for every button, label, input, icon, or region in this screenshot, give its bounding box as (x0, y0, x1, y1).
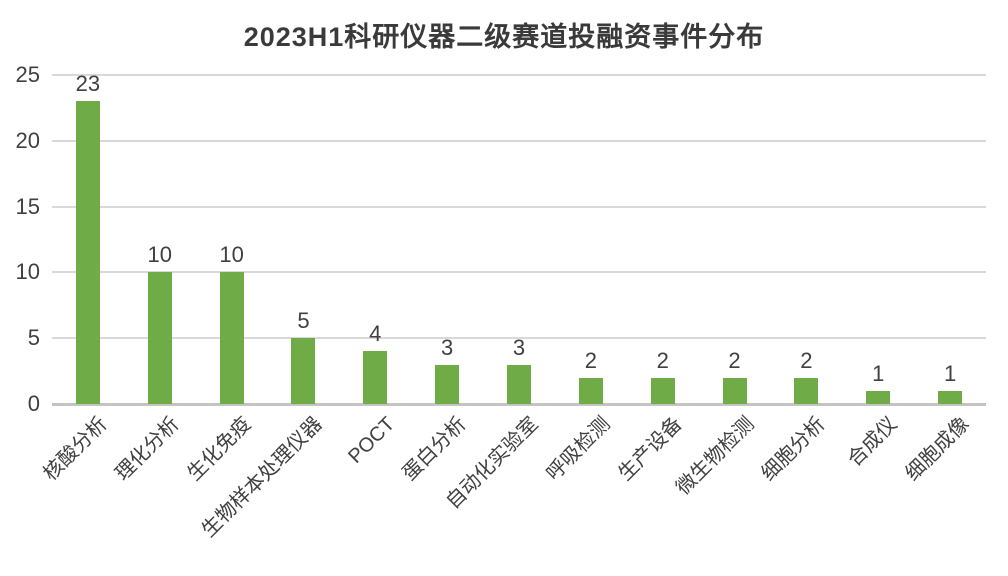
x-category-label: 生产设备 (614, 413, 687, 486)
bar (938, 390, 963, 404)
bar (722, 377, 747, 404)
y-tick-label: 25 (15, 62, 40, 87)
bar-value-label: 4 (369, 321, 382, 347)
x-category-label: 理化分析 (111, 413, 184, 486)
bar (650, 377, 675, 404)
bar-value-label: 2 (584, 347, 597, 373)
bar-value-label: 2 (728, 347, 741, 373)
chart-title: 2023H1科研仪器二级赛道投融资事件分布 (243, 22, 765, 52)
gridline (52, 271, 986, 274)
x-category-label: 生化免疫 (183, 413, 256, 486)
bar-value-label: 10 (219, 242, 244, 268)
bar-value-label: 2 (800, 347, 813, 373)
y-tick-label: 20 (15, 127, 40, 153)
x-category-label: 细胞分析 (757, 413, 830, 486)
y-tick-label: 15 (15, 193, 40, 219)
bar-value-label: 1 (943, 360, 957, 386)
x-category-label: 合成仪 (843, 413, 902, 471)
bar (219, 272, 244, 404)
bar-value-label: 23 (75, 71, 101, 97)
y-tick-label: 5 (27, 325, 40, 351)
bar (866, 390, 891, 404)
bar (291, 338, 316, 404)
gridline (52, 74, 986, 76)
x-category-label: 生物样本处理仪器 (198, 413, 328, 542)
bar (507, 364, 531, 404)
x-category-label: POCT (344, 413, 399, 468)
bar-value-label: 5 (297, 308, 310, 334)
bar-value-label: 10 (147, 242, 172, 268)
bar (363, 351, 388, 404)
bar-value-label: 3 (441, 334, 454, 360)
bar (75, 101, 100, 404)
bar (147, 272, 172, 404)
bar (578, 377, 603, 404)
x-axis-line (52, 403, 986, 406)
bar (794, 377, 819, 404)
bar-value-label: 1 (872, 360, 885, 386)
gridline (52, 139, 986, 142)
gridline (52, 205, 986, 208)
bar (435, 364, 460, 404)
x-category-label: 呼吸检测 (542, 413, 615, 486)
x-category-label: 核酸分析 (39, 413, 112, 486)
gridline (52, 337, 986, 340)
bar-value-label: 3 (512, 334, 526, 360)
x-category-label: 细胞成像 (901, 413, 974, 486)
x-category-label: 蛋白分析 (398, 413, 471, 486)
bar-value-label: 2 (656, 347, 669, 373)
y-tick-label: 10 (15, 259, 40, 285)
y-tick-label: 0 (27, 391, 40, 416)
